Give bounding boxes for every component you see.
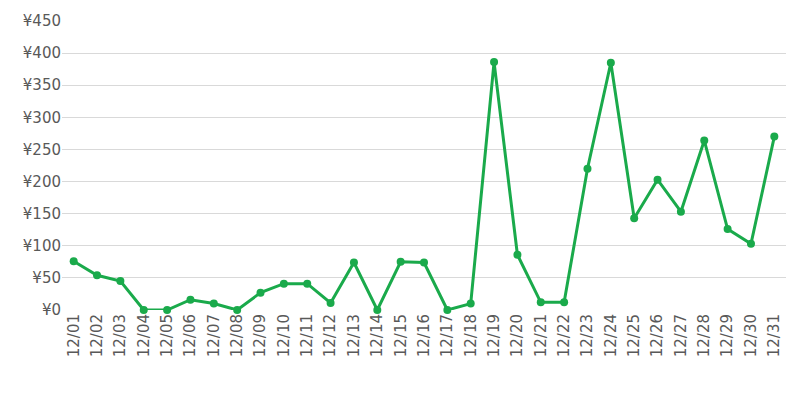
svg-text:12/20: 12/20	[508, 314, 526, 357]
svg-text:12/30: 12/30	[742, 314, 760, 357]
svg-text:¥150: ¥150	[23, 205, 61, 223]
svg-text:12/26: 12/26	[648, 314, 666, 357]
svg-text:12/12: 12/12	[321, 314, 339, 357]
svg-text:¥0: ¥0	[42, 301, 61, 319]
svg-text:12/23: 12/23	[578, 314, 596, 357]
svg-text:12/19: 12/19	[485, 314, 503, 357]
svg-text:¥250: ¥250	[23, 141, 61, 159]
svg-text:12/03: 12/03	[111, 314, 129, 357]
svg-text:12/05: 12/05	[158, 314, 176, 357]
svg-text:¥50: ¥50	[32, 269, 61, 287]
svg-text:12/22: 12/22	[555, 314, 573, 357]
svg-text:12/25: 12/25	[625, 314, 643, 357]
svg-text:12/29: 12/29	[718, 314, 736, 357]
svg-text:12/13: 12/13	[345, 314, 363, 357]
svg-text:12/08: 12/08	[228, 314, 246, 357]
svg-text:¥400: ¥400	[23, 44, 61, 62]
svg-text:12/07: 12/07	[205, 314, 223, 357]
svg-text:12/16: 12/16	[415, 314, 433, 357]
svg-text:12/28: 12/28	[695, 314, 713, 357]
svg-text:12/18: 12/18	[462, 314, 480, 357]
svg-text:12/15: 12/15	[392, 314, 410, 357]
svg-text:¥350: ¥350	[23, 76, 61, 94]
svg-text:¥200: ¥200	[23, 173, 61, 191]
svg-text:¥300: ¥300	[23, 109, 61, 127]
svg-text:12/09: 12/09	[251, 314, 269, 357]
svg-text:¥100: ¥100	[23, 237, 61, 255]
svg-text:12/27: 12/27	[672, 314, 690, 357]
svg-text:12/21: 12/21	[532, 314, 550, 357]
svg-text:¥450: ¥450	[23, 12, 61, 30]
svg-text:12/02: 12/02	[88, 314, 106, 357]
svg-text:12/24: 12/24	[602, 314, 620, 357]
svg-text:12/14: 12/14	[368, 314, 386, 357]
svg-text:12/31: 12/31	[765, 314, 783, 357]
svg-text:12/11: 12/11	[298, 314, 316, 357]
svg-text:12/04: 12/04	[135, 314, 153, 357]
svg-text:12/17: 12/17	[438, 314, 456, 357]
svg-text:12/10: 12/10	[275, 314, 293, 357]
svg-text:12/01: 12/01	[65, 314, 83, 357]
svg-text:12/06: 12/06	[181, 314, 199, 357]
